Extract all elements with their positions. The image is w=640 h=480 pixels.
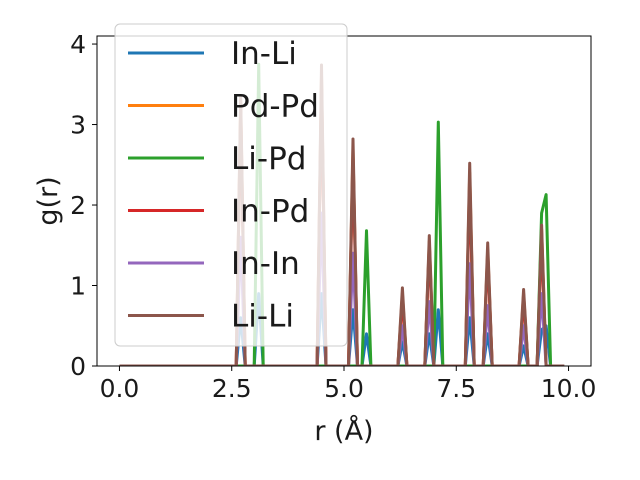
legend: In-Li Pd-Pd Li-Pd In-Pd In-In Li-Li <box>114 23 348 347</box>
y-tick-label: 4 <box>70 30 86 59</box>
legend-label: In-Pd <box>231 194 309 230</box>
x-tick-label: 7.5 <box>436 374 476 403</box>
x-tick-label: 10.0 <box>541 374 597 403</box>
series-line-in-li <box>119 292 565 366</box>
x-tick-label: 0.0 <box>100 374 140 403</box>
y-tick-label: 3 <box>70 111 86 140</box>
y-tick-label: 1 <box>70 272 86 301</box>
legend-label: Li-Li <box>231 299 294 335</box>
legend-label: Pd-Pd <box>231 89 319 125</box>
x-axis-label: r (Å) <box>314 415 373 447</box>
y-tick-label: 0 <box>70 352 86 381</box>
y-axis-label: g(r) <box>33 176 64 225</box>
legend-label: Li-Pd <box>231 141 306 177</box>
x-tick-label: 5.0 <box>324 374 364 403</box>
legend-label: In-In <box>231 246 300 282</box>
y-axis-ticks: 0 1 2 3 4 <box>70 30 97 381</box>
x-axis-ticks: 0.0 2.5 5.0 7.5 10.0 <box>100 366 597 403</box>
x-tick-label: 2.5 <box>212 374 252 403</box>
legend-label: In-Li <box>231 36 297 72</box>
y-tick-label: 2 <box>70 191 86 220</box>
